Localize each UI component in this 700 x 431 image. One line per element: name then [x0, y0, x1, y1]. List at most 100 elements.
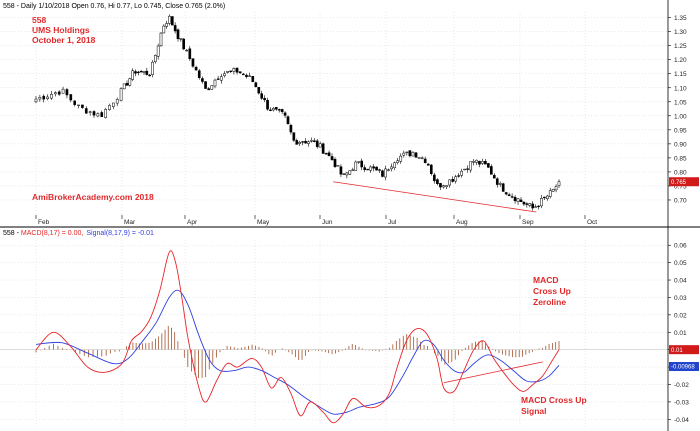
candlestick: [448, 179, 451, 188]
candle-body-up: [122, 83, 126, 90]
candlestick: [216, 75, 220, 80]
candle-body-up: [54, 92, 57, 95]
candle-body-up: [411, 152, 415, 157]
candle-body-down: [84, 108, 88, 114]
candle-body-up: [168, 15, 171, 24]
candlestick: [170, 16, 174, 26]
candle-body-down: [269, 109, 272, 111]
candlestick: [286, 115, 290, 125]
candlestick: [112, 102, 115, 110]
candle-body-down: [339, 166, 343, 175]
candlestick: [104, 107, 107, 119]
candle-body-down: [487, 163, 490, 168]
candle-body-up: [38, 97, 42, 100]
candlestick: [248, 72, 251, 77]
candle-body-down: [324, 153, 328, 155]
candlestick: [188, 46, 192, 61]
candlestick: [321, 142, 325, 154]
candle-body-down: [457, 175, 461, 177]
candlestick: [176, 28, 180, 42]
candlestick: [551, 188, 555, 192]
candle-body-down: [194, 66, 198, 71]
candle-body-up: [354, 161, 358, 171]
price-tick-label: 0.90: [674, 141, 687, 148]
candlestick: [310, 137, 313, 143]
price-tick-label: 1.00: [674, 113, 687, 120]
candle-body-down: [495, 178, 499, 185]
candlestick: [142, 70, 146, 75]
candle-body-down: [289, 124, 293, 133]
candlestick: [351, 167, 355, 171]
candle-body-down: [531, 203, 535, 209]
candle-body-up: [232, 68, 236, 72]
candle-body-down: [254, 82, 258, 88]
candle-body-up: [551, 189, 555, 192]
candle-body-down: [423, 158, 427, 164]
candlestick: [272, 106, 275, 112]
annotation-macd-zero-2: Cross Up: [533, 286, 571, 296]
candlestick: [229, 70, 233, 74]
candle-body-up: [369, 166, 372, 171]
candlestick: [283, 111, 287, 118]
macd-grid: [0, 244, 668, 420]
candle-body-down: [507, 194, 511, 196]
candlestick: [460, 168, 463, 178]
candle-body-down: [197, 70, 201, 78]
candlestick: [151, 60, 154, 78]
candle-body-up: [213, 79, 217, 87]
candlestick: [280, 108, 284, 115]
candle-body-down: [360, 160, 364, 168]
candle-body-down: [266, 99, 269, 110]
candlestick: [191, 58, 195, 68]
candlestick: [81, 104, 84, 109]
month-label: Apr: [187, 219, 198, 226]
candle-body-down: [170, 16, 174, 26]
candle-body-down: [201, 78, 204, 82]
candle-body-down: [312, 140, 316, 142]
candle-body-down: [241, 73, 245, 76]
last-price-tag-label: 0.765: [671, 180, 687, 186]
candle-body-up: [448, 179, 451, 186]
candlestick: [131, 68, 134, 82]
candlestick: [324, 152, 328, 155]
candle-body-up: [463, 168, 466, 171]
candle-body-up: [540, 198, 543, 207]
candle-body-down: [543, 196, 546, 199]
candlestick: [492, 173, 496, 179]
candle-body-down: [137, 71, 140, 74]
candle-body-up: [50, 94, 53, 99]
candlestick: [119, 87, 123, 102]
candlestick: [543, 196, 546, 200]
candlestick: [451, 176, 455, 183]
candle-body-down: [315, 140, 319, 147]
price-tick-label: 1.35: [674, 15, 687, 22]
candlestick: [292, 132, 296, 142]
candlestick: [426, 163, 430, 166]
candle-body-up: [399, 155, 403, 162]
candlestick: [194, 65, 198, 72]
candlestick: [420, 156, 424, 160]
price-grid: [0, 17, 668, 201]
candlestick: [411, 151, 415, 157]
candle-body-up: [345, 172, 349, 176]
candlestick: [185, 48, 188, 52]
candlestick: [414, 151, 418, 158]
candle-body-down: [378, 169, 381, 171]
candle-body-up: [554, 186, 558, 191]
candle-body-up: [351, 169, 355, 171]
annotation-date: October 1, 2018: [32, 35, 96, 45]
candlestick: [137, 70, 140, 76]
signal-value-tag-bg: [669, 362, 699, 372]
candle-body-down: [134, 71, 137, 74]
candlestick: [417, 156, 421, 159]
candle-body-up: [534, 206, 537, 208]
candle-body-down: [65, 89, 69, 96]
candlestick: [77, 104, 80, 109]
candle-body-down: [280, 109, 284, 112]
candlestick: [42, 94, 46, 103]
candlestick: [238, 71, 242, 74]
candle-body-down: [504, 192, 508, 195]
candle-body-up: [162, 25, 166, 34]
candlestick: [84, 106, 88, 114]
candle-body-up: [159, 32, 163, 46]
